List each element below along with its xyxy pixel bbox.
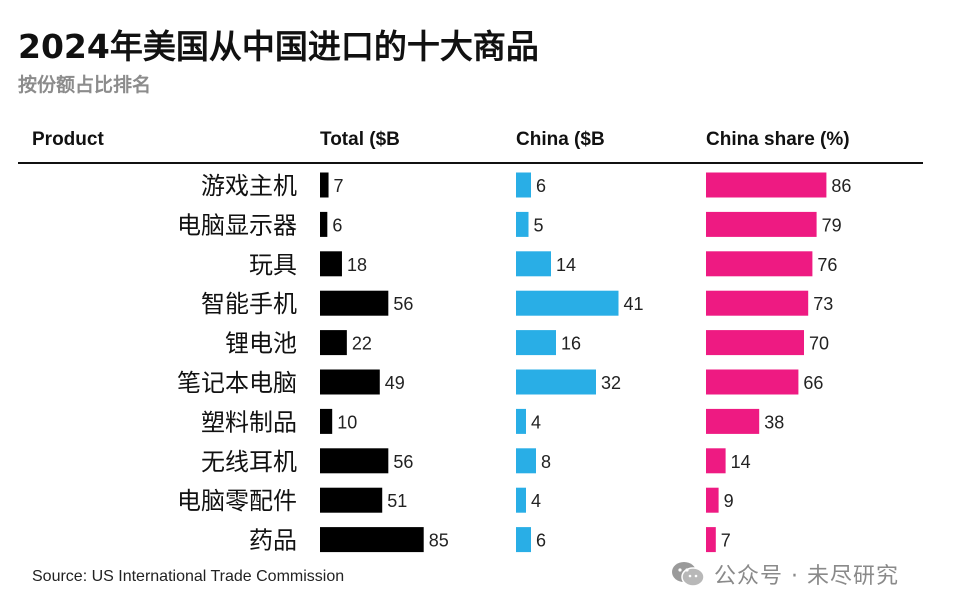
share-value-label: 7 [721, 531, 731, 551]
share-bar [706, 448, 726, 474]
total-bar [320, 527, 424, 553]
china-value-label: 16 [561, 334, 581, 354]
china-value-label: 4 [531, 412, 541, 432]
column-header-product: Product [32, 129, 104, 150]
china-value-label: 32 [601, 373, 621, 393]
share-bar [706, 172, 827, 198]
total-value-label: 85 [429, 531, 449, 551]
share-value-label: 66 [803, 373, 823, 393]
china-value-label: 4 [531, 491, 541, 511]
china-value-label: 6 [536, 531, 546, 551]
category-label: 锂电池 [225, 330, 297, 358]
china-bar [516, 211, 529, 237]
china-bar [516, 527, 531, 553]
wechat-icon [672, 562, 705, 587]
share-value-label: 9 [724, 491, 734, 511]
china-value-label: 14 [556, 255, 576, 275]
category-label: 游戏主机 [201, 172, 297, 200]
total-value-label: 49 [385, 373, 405, 393]
chart-subtitle: 按份额占比排名 [18, 74, 152, 96]
watermark: 公众号 · 未尽研究 [670, 558, 899, 590]
share-bar [706, 211, 817, 237]
total-bar [320, 487, 383, 513]
share-value-label: 76 [817, 255, 837, 275]
total-value-label: 22 [352, 334, 372, 354]
total-bar [320, 369, 380, 395]
source-note: Source: US International Trade Commissio… [32, 568, 345, 585]
share-value-label: 79 [822, 215, 842, 235]
category-label: 电脑显示器 [177, 211, 297, 239]
share-bar [706, 527, 716, 553]
total-value-label: 56 [393, 452, 413, 472]
total-bar [320, 448, 389, 474]
china-value-label: 41 [624, 294, 644, 314]
china-value-label: 5 [534, 215, 544, 235]
share-value-label: 73 [813, 294, 833, 314]
share-bar [706, 487, 719, 513]
column-header-share: China share (%) [706, 129, 850, 150]
category-label: 无线耳机 [201, 448, 297, 476]
total-bar [320, 211, 328, 237]
share-bar [706, 290, 809, 316]
share-value-label: 14 [731, 452, 751, 472]
share-bar [706, 330, 804, 356]
category-label: 智能手机 [201, 290, 297, 318]
china-bar [516, 369, 596, 395]
category-label: 玩具 [249, 251, 297, 279]
china-value-label: 8 [541, 452, 551, 472]
china-bar [516, 290, 619, 316]
china-bar [516, 448, 536, 474]
total-value-label: 51 [387, 491, 407, 511]
category-label: 药品 [249, 527, 297, 555]
category-label: 塑料制品 [201, 408, 297, 436]
total-bar [320, 330, 347, 356]
total-value-label: 7 [334, 176, 344, 196]
total-bar [320, 290, 389, 316]
total-value-label: 56 [393, 294, 413, 314]
china-value-label: 6 [536, 176, 546, 196]
category-label: 笔记本电脑 [177, 369, 297, 397]
share-bar [706, 408, 760, 434]
china-bar [516, 330, 556, 356]
total-bar [320, 172, 329, 198]
total-value-label: 6 [332, 215, 342, 235]
watermark-text: 公众号 · 未尽研究 [714, 564, 899, 589]
total-value-label: 18 [347, 255, 367, 275]
china-bar [516, 172, 531, 198]
header-rule [18, 162, 923, 164]
share-value-label: 70 [809, 334, 829, 354]
total-bar [320, 251, 342, 277]
total-bar [320, 408, 333, 434]
china-bar [516, 487, 526, 513]
column-header-total: Total ($B [320, 129, 400, 150]
column-header-china: China ($B [516, 129, 605, 150]
china-bar [516, 408, 526, 434]
share-value-label: 86 [831, 176, 851, 196]
category-label: 电脑零配件 [177, 487, 297, 515]
chart-title: 2024年美国从中国进口的十大商品 [18, 27, 539, 66]
share-bar [706, 251, 813, 277]
share-value-label: 38 [764, 412, 784, 432]
china-bar [516, 251, 551, 277]
total-value-label: 10 [337, 412, 357, 432]
share-bar [706, 369, 799, 395]
